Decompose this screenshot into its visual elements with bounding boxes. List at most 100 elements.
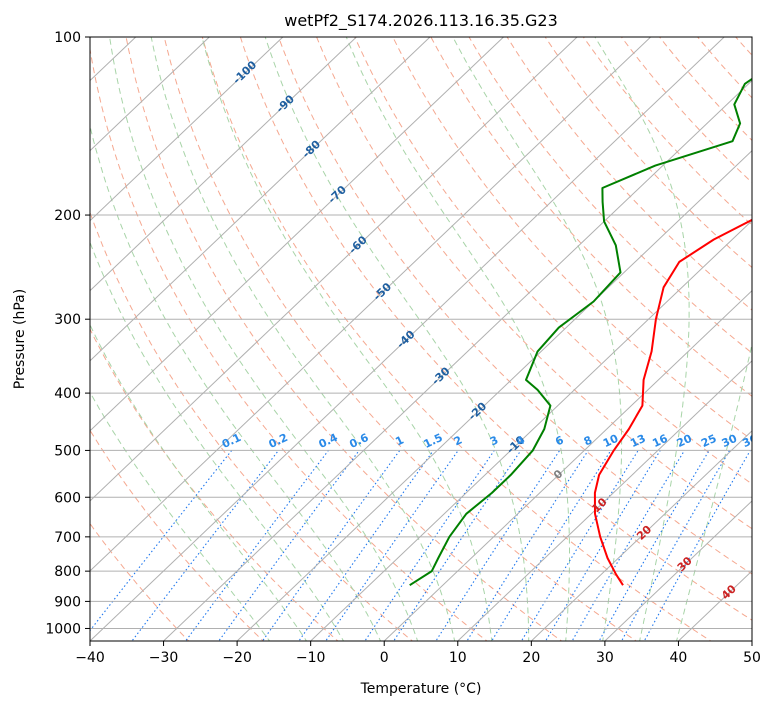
y-tick-label: 900	[54, 594, 81, 610]
x-tick-label: 20	[522, 650, 540, 666]
isotherm-line	[604, 500, 752, 641]
dry-adiabat-line	[506, 37, 752, 311]
dry-adiabat-line	[354, 37, 752, 485]
isotherm-line	[310, 219, 752, 641]
y-tick-label: 1000	[45, 621, 81, 637]
dry-adiabat-line	[163, 37, 638, 641]
dry-adiabat-line	[468, 37, 752, 354]
mixing-ratio-line	[261, 450, 401, 641]
dry-adiabat-line	[125, 37, 563, 641]
mixing-ratio-label: 25	[699, 432, 718, 450]
mixing-ratio-line	[520, 450, 639, 641]
x-tick-label: 40	[670, 650, 688, 666]
mixing-ratio-label: 3	[488, 433, 500, 448]
moist-adiabat-line	[675, 342, 752, 641]
y-tick-label: 800	[54, 564, 81, 580]
dry-adiabat-line	[735, 37, 752, 56]
mixing-ratio-line	[298, 450, 434, 641]
dry-adiabat-line	[90, 210, 414, 641]
dry-adiabat-line	[316, 37, 752, 530]
isotherm-line	[90, 37, 210, 152]
dry-adiabat-line	[277, 37, 752, 575]
isotherm-line	[0, 37, 62, 641]
temperature-trace	[593, 218, 752, 586]
moist-adiabat-line	[345, 37, 570, 641]
isotherm-line	[90, 37, 284, 222]
chart-title: wetPf2_S174.2026.113.16.35.G23	[284, 11, 558, 31]
x-tick-label: 30	[596, 650, 614, 666]
moist-adiabat-line	[90, 323, 308, 641]
moist-adiabat-line	[90, 240, 345, 641]
dewpoint-trace	[409, 77, 752, 587]
plot-frame	[89, 36, 753, 642]
moist-adiabat-line	[201, 37, 493, 641]
y-tick-label: 500	[54, 443, 81, 459]
y-tick-label: 600	[54, 490, 81, 506]
dry-adiabat-line	[620, 37, 752, 184]
y-tick-label: 400	[54, 386, 81, 402]
moist-adiabat-line	[90, 124, 382, 641]
x-tick-label: −40	[75, 650, 105, 666]
mixing-ratio-line	[218, 450, 360, 641]
moist-adiabat-line	[594, 37, 690, 641]
isotherm-line	[90, 37, 725, 641]
dry-adiabat-line	[544, 37, 752, 269]
dry-adiabat-line	[90, 522, 190, 641]
y-tick-label: 700	[54, 530, 81, 546]
isotherm-line	[678, 570, 752, 641]
chart-grid	[0, 37, 752, 641]
isotherm-line	[457, 360, 752, 641]
mixing-ratio-label: 20	[675, 432, 695, 450]
isotherm-line	[90, 37, 651, 572]
x-tick-label: −30	[149, 650, 179, 666]
mixing-ratio-line	[393, 450, 522, 641]
mixing-ratio-label: 6	[553, 433, 566, 448]
y-tick-label: 200	[54, 208, 81, 224]
isotherm-line	[90, 37, 578, 502]
moist-adiabat-line	[90, 391, 271, 641]
mixing-ratio-label: 10	[601, 432, 621, 450]
mixing-ratio-label: 0.4	[317, 431, 340, 451]
dry-adiabat-line	[201, 37, 712, 641]
x-axis-title: Temperature (°C)	[360, 681, 482, 697]
chart-series	[409, 77, 752, 587]
isotherm-line	[90, 37, 504, 432]
mixing-ratio-label: 36	[740, 432, 760, 450]
mixing-ratio-line	[620, 450, 731, 641]
dry-adiabat-line	[90, 429, 264, 641]
isotherm-line	[90, 37, 431, 362]
mixing-ratio-label: 30	[720, 432, 740, 450]
mixing-ratio-line	[435, 450, 561, 641]
x-tick-label: 0	[380, 650, 389, 666]
mixing-ratio-line	[598, 450, 710, 641]
moist-adiabat-line	[452, 37, 623, 641]
dry-adiabat-line	[658, 37, 752, 142]
mixing-ratio-label: 13	[628, 432, 647, 450]
isotherm-line	[236, 149, 752, 641]
y-tick-label: 300	[54, 312, 81, 328]
mixing-ratio-label: 2	[452, 433, 464, 448]
isotherm-line	[751, 640, 752, 641]
mixing-ratio-line	[90, 450, 233, 632]
mixing-ratio-label: 8	[582, 433, 594, 448]
x-tick-label: −10	[296, 650, 326, 666]
mixing-ratio-line	[491, 450, 612, 641]
isotherm-label: -100	[230, 58, 259, 87]
moist-adiabat-line	[109, 37, 419, 641]
mixing-ratio-label: 1.5	[422, 431, 445, 451]
x-tick-label: 50	[743, 650, 761, 666]
mixing-ratio-line	[325, 450, 459, 641]
dry-adiabat-line	[392, 37, 752, 441]
mixing-ratio-label: 16	[650, 432, 670, 450]
y-axis-title: Pressure (hPa)	[12, 289, 28, 389]
isotherm-line	[163, 79, 752, 641]
mixing-ratio-line	[571, 450, 685, 641]
x-tick-label: −20	[222, 650, 252, 666]
isotherm-line	[383, 290, 752, 641]
dry-adiabat-line	[90, 327, 339, 641]
mixing-ratio-line	[364, 450, 495, 641]
y-tick-label: 100	[54, 30, 81, 46]
chart-axes: −40 −30 −20 −10 0 10 20 30 40 5010020030040050060…	[45, 30, 761, 666]
mixing-ratio-line	[184, 450, 329, 641]
mixing-ratio-label: 1	[393, 433, 405, 448]
